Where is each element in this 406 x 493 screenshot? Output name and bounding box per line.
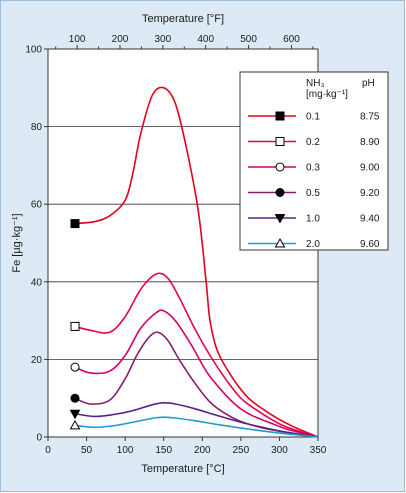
x-tick-label-100: 100: [117, 445, 134, 456]
x-tick-label-50: 50: [81, 445, 93, 456]
legend-label-5: 2.0: [306, 239, 320, 250]
legend-label-2: 0.3: [306, 163, 320, 174]
series-marker-1: [70, 321, 80, 331]
x-tick-label-200: 200: [194, 445, 211, 456]
x2-tick-label-600: 600: [283, 34, 300, 45]
legend-header-unit: [mg·kg⁻¹]: [306, 89, 348, 100]
series-marker-3: [70, 393, 80, 403]
legend-marker-4: [274, 214, 286, 224]
series-line-1: [74, 272, 319, 438]
y-tick-label-20: 20: [31, 355, 43, 366]
top-axis-title: Temperature [°F]: [142, 13, 224, 25]
legend-marker-0: [275, 111, 285, 121]
legend-ph-4: 9.40: [360, 214, 380, 225]
legend-marker-5: [274, 237, 286, 248]
y-tick-label-40: 40: [31, 277, 43, 288]
x-tick-label-300: 300: [271, 445, 288, 456]
series-marker-5: [69, 419, 81, 430]
legend-ph-2: 9.00: [360, 163, 380, 174]
series-marker-2: [70, 362, 80, 372]
y-axis-title: Fe [µg·kg⁻¹]: [11, 213, 23, 272]
legend-label-4: 1.0: [306, 214, 320, 225]
series-layer: [69, 86, 319, 438]
x-tick-label-250: 250: [233, 445, 250, 456]
legend-box: [239, 71, 389, 251]
x2-tick-label-100: 100: [69, 34, 86, 45]
x2-tick-label-400: 400: [197, 34, 214, 45]
x-tick-label-0: 0: [45, 445, 51, 456]
x-tick-label-150: 150: [155, 445, 172, 456]
legend: NH₃[mg·kg⁻¹] pH 0.1 8.75 0.2 8.90 0.3 9.00 0.5 9.…: [239, 71, 389, 251]
legend-header-nh3: NH₃: [306, 78, 325, 89]
series-line-4: [74, 402, 319, 438]
legend-header-ph: pH: [362, 78, 375, 89]
series-line-5: [74, 416, 319, 438]
x2-tick-label-500: 500: [240, 34, 257, 45]
series-marker-4: [69, 409, 81, 420]
legend-marker-2: [275, 162, 285, 172]
axes: 0 50 100 150 200 250 300 350 0 20 40 60 80 100 100 200 3…: [25, 34, 326, 456]
legend-ph-5: 9.60: [360, 239, 380, 250]
x2-tick-label-200: 200: [112, 34, 129, 45]
x-axis-title: Temperature [°C]: [141, 463, 224, 475]
legend-label-1: 0.2: [306, 137, 320, 148]
legend-marker-1: [275, 137, 285, 146]
y-tick-label-0: 0: [36, 433, 42, 444]
series-marker-0: [70, 219, 80, 229]
y-tick-label-100: 100: [25, 45, 42, 56]
series-line-0: [74, 86, 319, 438]
legend-marker-3: [275, 188, 285, 197]
legend-ph-0: 8.75: [360, 112, 380, 123]
y-tick-label-80: 80: [31, 122, 43, 133]
x-tick-label-350: 350: [310, 445, 327, 456]
y-tick-label-60: 60: [31, 200, 43, 211]
x2-tick-label-300: 300: [155, 34, 172, 45]
legend-label-3: 0.5: [306, 188, 320, 199]
legend-ph-1: 8.90: [360, 137, 380, 148]
legend-ph-3: 9.20: [360, 188, 380, 199]
series-line-2: [74, 309, 319, 438]
legend-label-0: 0.1: [306, 112, 320, 123]
